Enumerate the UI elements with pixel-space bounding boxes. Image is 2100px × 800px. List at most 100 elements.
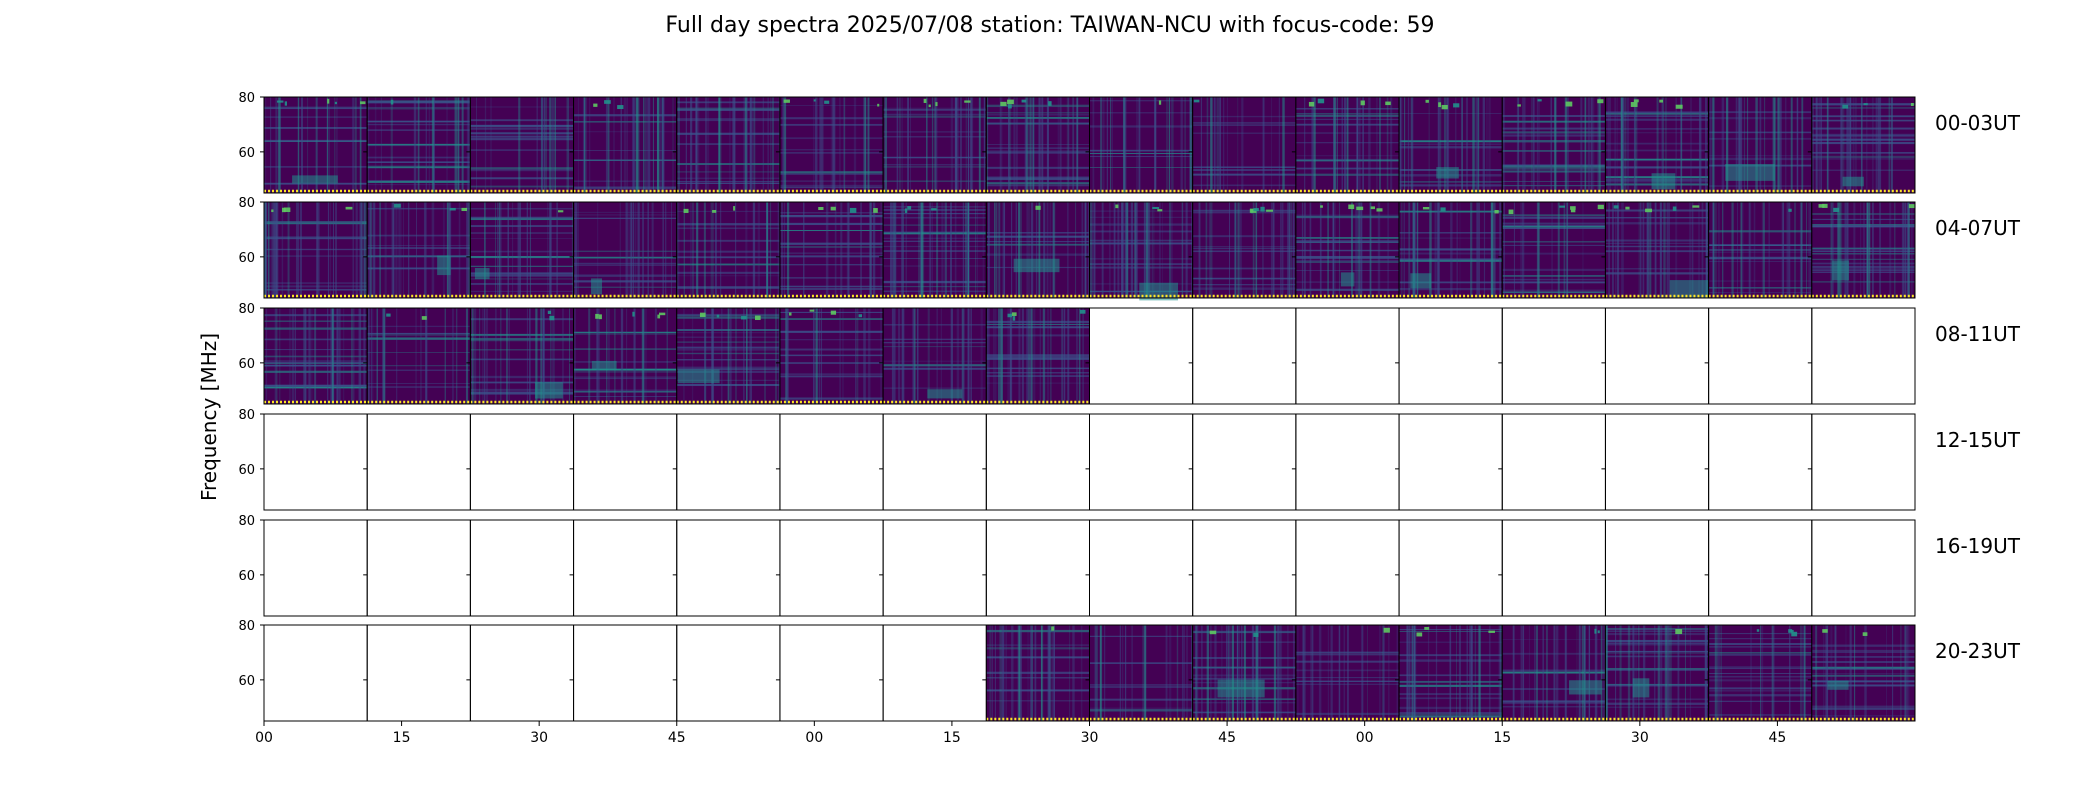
time-streak — [269, 97, 272, 193]
time-streak — [431, 97, 434, 193]
frequency-band — [470, 232, 574, 235]
time-streak — [833, 97, 836, 193]
time-streak — [374, 97, 377, 193]
time-streak — [1646, 202, 1649, 298]
frequency-band — [1502, 289, 1606, 292]
time-streak — [1408, 202, 1411, 298]
frequency-band — [264, 361, 368, 364]
frequency-band — [883, 136, 987, 138]
time-streak — [543, 97, 545, 193]
time-streak — [819, 97, 822, 193]
time-streak — [1608, 202, 1610, 298]
frequency-band — [883, 387, 987, 389]
frequency-band — [1502, 170, 1606, 173]
time-streak — [1592, 97, 1595, 193]
time-streak — [1542, 625, 1544, 721]
time-streak — [902, 308, 905, 404]
frequency-band — [1192, 121, 1296, 124]
time-streak — [1015, 202, 1016, 298]
bright-spot — [1158, 100, 1162, 105]
frequency-band — [1708, 256, 1812, 259]
time-streak — [1255, 202, 1258, 298]
time-streak — [987, 308, 990, 404]
time-streak — [970, 97, 973, 193]
time-streak — [955, 97, 958, 193]
bright-spot — [733, 206, 736, 211]
time-streak — [1114, 202, 1116, 298]
frequency-band — [1811, 269, 1915, 271]
time-streak — [1272, 202, 1275, 298]
panel-frame — [676, 519, 781, 617]
time-streak — [944, 202, 947, 298]
time-streak — [588, 308, 591, 404]
frequency-band — [883, 156, 987, 159]
time-streak — [1040, 625, 1044, 721]
time-streak — [893, 308, 896, 404]
time-streak — [1753, 202, 1756, 298]
time-streak — [703, 202, 706, 298]
time-streak — [1015, 97, 1018, 193]
bright-spot — [1570, 209, 1576, 213]
time-streak — [1715, 202, 1717, 298]
frequency-band — [1811, 281, 1915, 283]
frequency-band — [986, 689, 1090, 692]
bright-spot — [849, 207, 857, 213]
frequency-band — [367, 351, 471, 353]
time-streak — [936, 308, 938, 404]
time-streak — [1843, 202, 1846, 298]
time-streak — [484, 202, 486, 298]
time-streak — [769, 202, 772, 298]
frequency-band — [986, 677, 1090, 679]
time-streak — [1531, 97, 1533, 193]
time-streak — [1343, 625, 1345, 721]
frequency-band — [264, 255, 368, 257]
time-streak — [1803, 625, 1806, 721]
spectrum-panel — [775, 201, 884, 299]
time-streak — [964, 202, 967, 298]
time-streak — [940, 308, 942, 404]
time-streak — [920, 202, 922, 298]
frequency-band — [883, 364, 987, 367]
frequency-band — [1192, 677, 1296, 680]
time-streak — [1566, 202, 1568, 298]
frequency-band — [573, 361, 677, 363]
time-streak — [1854, 625, 1856, 721]
frequency-band — [470, 217, 574, 221]
x-tick-label: 45 — [668, 730, 686, 746]
bright-spot — [1630, 102, 1638, 107]
bright-spot — [824, 100, 830, 104]
bright-spot — [1908, 204, 1916, 209]
time-streak — [1277, 625, 1279, 721]
frequency-band — [470, 216, 574, 219]
time-streak — [1499, 202, 1502, 298]
time-streak — [1297, 625, 1299, 721]
time-streak — [1456, 202, 1458, 298]
time-streak — [1622, 202, 1624, 298]
frequency-band — [470, 278, 574, 280]
frequency-band — [573, 389, 677, 392]
time-streak — [597, 202, 599, 298]
bright-spot — [1152, 206, 1160, 210]
spectrum-panel — [260, 519, 368, 617]
frequency-band — [1089, 709, 1193, 712]
time-streak — [854, 308, 856, 404]
frequency-band — [470, 106, 574, 108]
frequency-band — [1192, 166, 1296, 169]
time-streak — [1551, 202, 1553, 298]
time-streak — [750, 308, 752, 404]
time-streak — [1261, 202, 1264, 298]
time-streak — [506, 308, 508, 404]
time-streak — [457, 97, 460, 193]
time-streak — [832, 97, 835, 193]
time-streak — [1538, 97, 1540, 193]
time-streak — [1894, 202, 1896, 298]
y-tick-label: 60 — [238, 569, 255, 584]
spectrum-panel — [1498, 307, 1606, 405]
bright-spot — [1157, 209, 1163, 212]
time-streak — [645, 308, 647, 404]
time-streak — [351, 308, 353, 404]
time-streak — [367, 97, 370, 193]
frequency-band — [1811, 707, 1915, 710]
spectrum-panel — [672, 307, 781, 405]
